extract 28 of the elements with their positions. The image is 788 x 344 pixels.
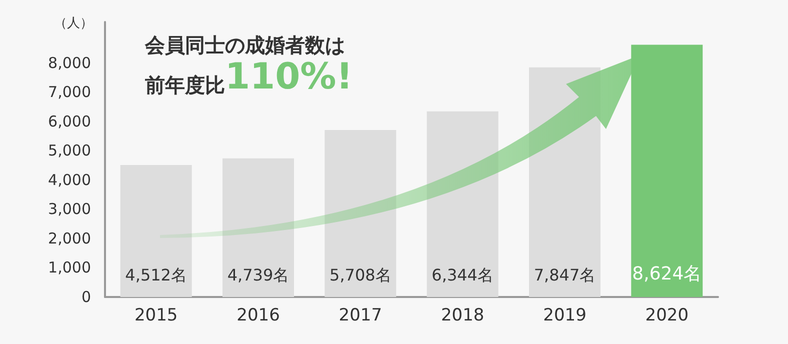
y-tick-label: 4,000	[48, 170, 91, 189]
text: 会員同士の成婚者数は	[144, 33, 345, 57]
y-tick-label: 6,000	[48, 112, 91, 130]
y-tick-label: 5,000	[48, 142, 91, 160]
data-label: 6,344名	[432, 266, 494, 284]
x-tick-label: 2015	[134, 306, 178, 326]
y-tick-label: 7,000	[48, 83, 91, 102]
y-tick-label: 0	[81, 288, 91, 306]
y-tick-label: 8,000	[48, 54, 91, 72]
bar	[631, 44, 703, 297]
text: 前年度比110%!	[144, 56, 353, 98]
x-tick-label: 2019	[543, 306, 586, 326]
x-tick-label: 2020	[645, 306, 689, 326]
x-tick-label: 2016	[236, 306, 280, 326]
x-tick-label: 2017	[338, 306, 382, 326]
data-label: 4,512名	[125, 266, 187, 284]
data-label: 5,708名	[330, 266, 392, 284]
y-tick-label: 1,000	[48, 258, 91, 277]
y-axis-title: （人）	[54, 16, 93, 31]
bar	[324, 130, 396, 297]
y-tick-label: 2,000	[48, 229, 91, 248]
x-tick-label: 2018	[440, 306, 484, 326]
bar	[120, 165, 192, 297]
data-label: 8,624名	[632, 264, 702, 284]
data-label: 4,739名	[227, 266, 290, 284]
bar	[222, 158, 294, 297]
y-tick-label: 3,000	[48, 200, 91, 218]
data-label: 7,847名	[534, 266, 596, 284]
